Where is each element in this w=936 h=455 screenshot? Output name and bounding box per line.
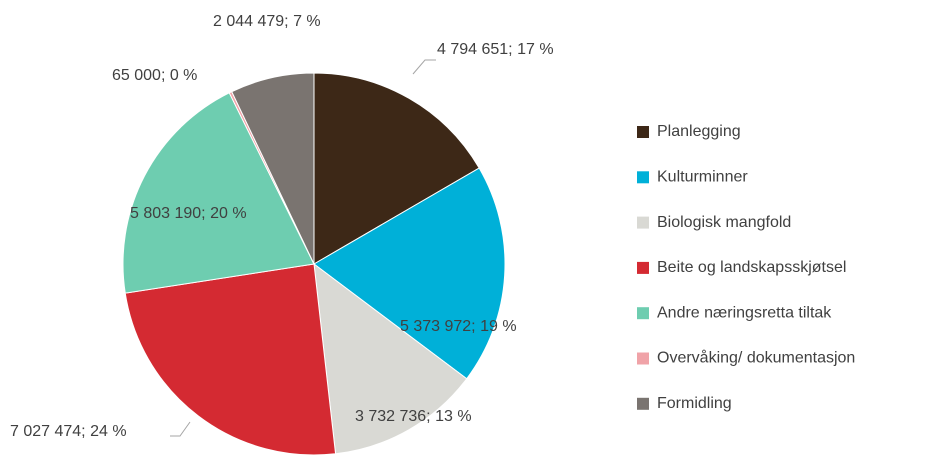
pie-slice	[231, 72, 315, 265]
legend-label: Biologisk mangfold	[657, 214, 791, 231]
legend-label: Formidling	[657, 395, 732, 412]
leader-line	[412, 59, 436, 75]
data-label: 2 044 479; 7 %	[213, 13, 321, 30]
data-label: 65 000; 0 %	[112, 67, 197, 84]
legend-swatch	[637, 126, 649, 138]
data-label: 7 027 474; 24 %	[10, 423, 127, 440]
pie-slice	[313, 72, 480, 265]
data-label: 5 373 972; 19 %	[400, 318, 517, 335]
pie-slice	[124, 263, 337, 455]
legend-swatch	[637, 261, 649, 274]
legend-label: Kulturminner	[657, 169, 748, 186]
legend-swatch	[637, 352, 649, 365]
leader-line	[170, 421, 191, 437]
legend-label: Overvåking/ dokumentasjon	[657, 349, 855, 367]
data-label: 5 803 190; 20 %	[130, 205, 247, 222]
legend-label: Andre næringsretta tiltak	[657, 304, 832, 321]
pie-slice	[313, 167, 506, 380]
legend-swatch	[637, 171, 649, 184]
legend-swatch	[637, 216, 649, 229]
data-label: 3 732 736; 13 %	[355, 408, 472, 425]
legend-label: Beite og landskapsskjøtsel	[657, 259, 846, 276]
legend-swatch	[637, 307, 649, 320]
pie-slice	[122, 92, 315, 294]
data-label: 4 794 651; 17 %	[437, 41, 554, 58]
legend-label: Planlegging	[657, 123, 741, 140]
legend-swatch	[637, 397, 649, 410]
pie-slice	[313, 262, 468, 455]
